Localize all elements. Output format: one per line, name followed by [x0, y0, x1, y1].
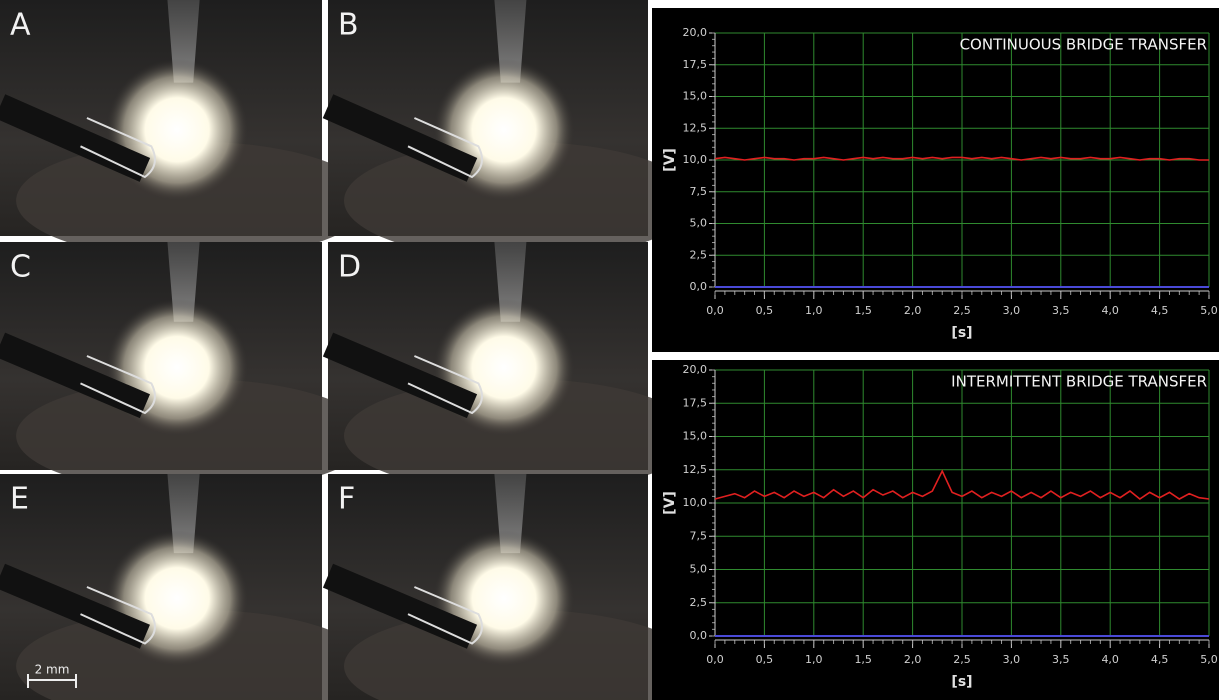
photo-panel: D [328, 242, 696, 493]
y-tick-label: 5,0 [690, 217, 708, 230]
chart: 0,0 2,5 5,0 7,5 10,0 12,5 15,0 17,5 20,0 0,0 0,5 1,… [652, 8, 1219, 352]
photo-panel: A [0, 0, 370, 260]
arc-glow [106, 59, 248, 201]
y-tick-label: 10,0 [683, 153, 708, 166]
y-tick-label: 2,5 [690, 596, 708, 609]
annotation: INTERMITTENT BRIDGE TRANSFER [951, 373, 1207, 391]
y-tick-label: 10,0 [683, 496, 708, 509]
x-tick-label: 3,5 [1052, 304, 1070, 317]
panel-label: D [338, 250, 361, 285]
arc-glow [106, 531, 248, 667]
y-tick-label: 17,5 [683, 396, 708, 409]
panel-label: A [10, 8, 31, 43]
x-tick-label: 3,0 [1003, 653, 1021, 666]
x-axis-label: [s] [951, 674, 972, 690]
y-tick-label: 5,0 [690, 563, 708, 576]
y-tick-label: 15,0 [683, 430, 708, 443]
x-tick-label: 1,0 [805, 304, 823, 317]
x-tick-label: 5,0 [1200, 304, 1218, 317]
x-tick-label: 2,5 [953, 653, 971, 666]
x-tick-label: 0,0 [706, 304, 724, 317]
x-tick-label: 1,5 [854, 653, 872, 666]
x-axis-label: [s] [951, 325, 972, 341]
x-tick-label: 4,5 [1151, 304, 1169, 317]
annotation: CONTINUOUS BRIDGE TRANSFER [960, 36, 1207, 54]
x-tick-label: 2,0 [904, 304, 922, 317]
x-tick-label: 1,0 [805, 653, 823, 666]
photo-panel: C [0, 242, 370, 493]
x-tick-label: 5,0 [1200, 653, 1218, 666]
panel-label: B [338, 8, 359, 43]
y-axis-label: [V] [662, 491, 678, 515]
y-tick-label: 7,5 [690, 185, 708, 198]
arc-glow [434, 531, 575, 667]
x-tick-label: 3,0 [1003, 304, 1021, 317]
x-tick-label: 2,5 [953, 304, 971, 317]
y-tick-label: 0,0 [690, 629, 708, 642]
y-tick-label: 20,0 [683, 363, 708, 376]
y-tick-label: 17,5 [683, 58, 708, 71]
panel-label: F [338, 482, 355, 517]
x-tick-label: 4,0 [1101, 304, 1119, 317]
x-tick-label: 0,0 [706, 653, 724, 666]
panel-label: C [10, 250, 31, 285]
y-tick-label: 12,5 [683, 121, 708, 134]
panel-label: E [10, 482, 29, 517]
photo-panel: F [328, 474, 696, 700]
figure: A B C D E F 2 mm 0,0 2,5 5,0 7,5 10,0 12,5 15,0 17,5 2… [0, 0, 1219, 700]
y-tick-label: 2,5 [690, 248, 708, 261]
chart: 0,0 2,5 5,0 7,5 10,0 12,5 15,0 17,5 20,0 0,0 0,5 1,… [652, 360, 1219, 700]
x-tick-label: 4,5 [1151, 653, 1169, 666]
scale-bar-label: 2 mm [35, 663, 70, 677]
chart-background [652, 8, 1219, 352]
y-axis-label: [V] [662, 148, 678, 172]
photo-panel: B [328, 0, 696, 260]
x-tick-label: 0,5 [756, 653, 774, 666]
x-tick-label: 0,5 [756, 304, 774, 317]
y-tick-label: 0,0 [690, 280, 708, 293]
y-tick-label: 7,5 [690, 529, 708, 542]
x-tick-label: 2,0 [904, 653, 922, 666]
y-tick-label: 20,0 [683, 26, 708, 39]
y-tick-label: 15,0 [683, 90, 708, 103]
photo-grid: A B C D E F 2 mm [0, 0, 696, 700]
x-tick-label: 3,5 [1052, 653, 1070, 666]
y-tick-label: 12,5 [683, 463, 708, 476]
chart-background [652, 360, 1219, 700]
arc-glow [434, 59, 575, 201]
arc-glow [106, 299, 248, 436]
arc-glow [434, 299, 575, 436]
x-tick-label: 1,5 [854, 304, 872, 317]
x-tick-label: 4,0 [1101, 653, 1119, 666]
